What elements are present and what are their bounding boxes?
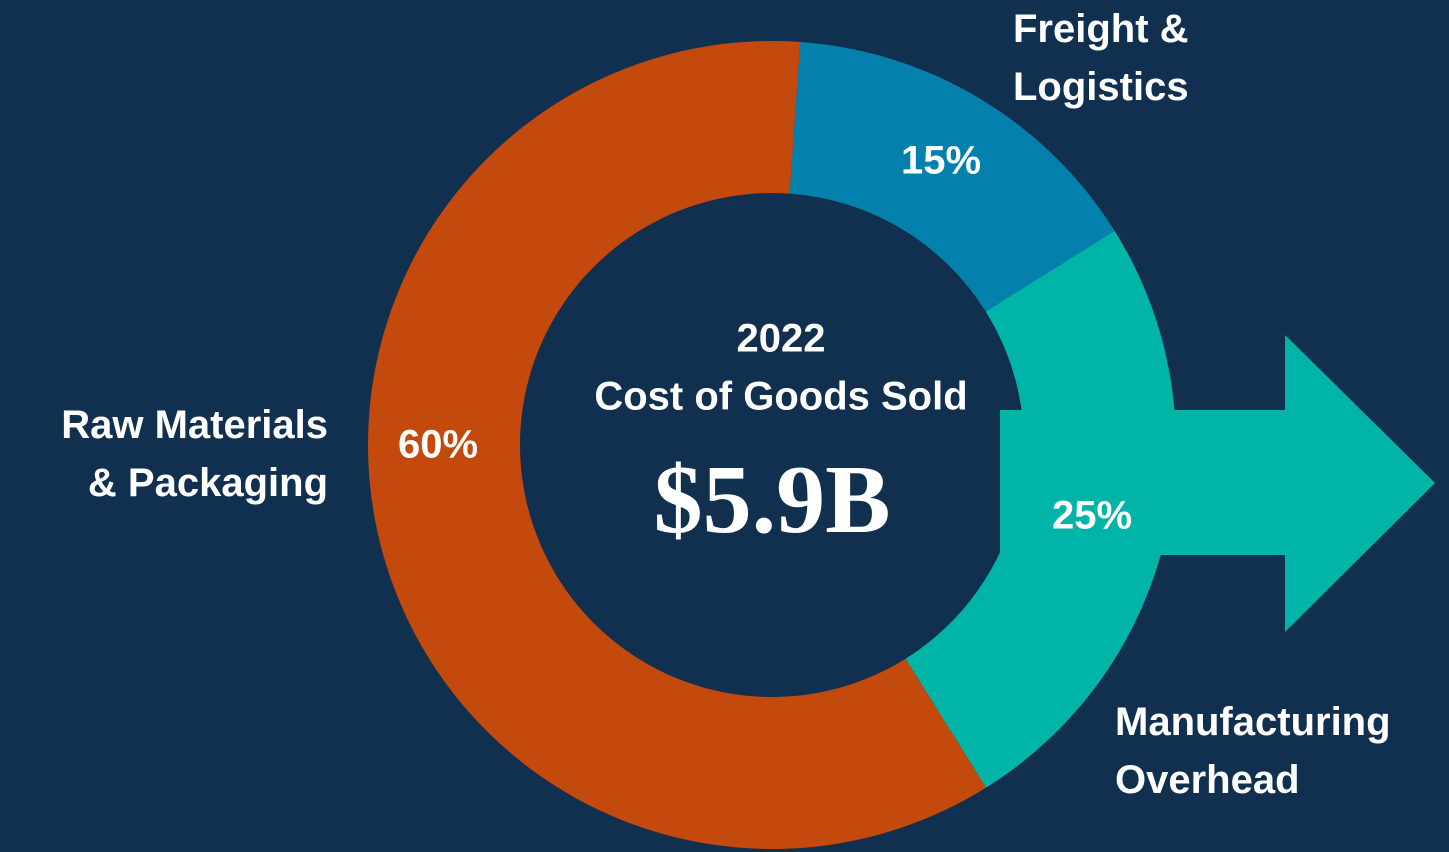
center-label: 2022 [737, 317, 826, 361]
slice [368, 41, 987, 850]
slice [905, 230, 1176, 788]
slice [789, 41, 1115, 312]
slices [368, 41, 1176, 850]
category-label: Freight & Logistics [1013, 7, 1189, 109]
value-label: 15% [901, 139, 981, 183]
center-value: $5.9B [654, 446, 891, 554]
value-label: 25% [1052, 494, 1132, 538]
value-label: 60% [398, 423, 478, 467]
category-label: Raw Materials & Packaging [61, 403, 328, 505]
category-label: Manufacturing Overhead [1115, 700, 1391, 802]
arrow [1000, 335, 1435, 632]
center-label: Cost of Goods Sold [594, 375, 967, 419]
